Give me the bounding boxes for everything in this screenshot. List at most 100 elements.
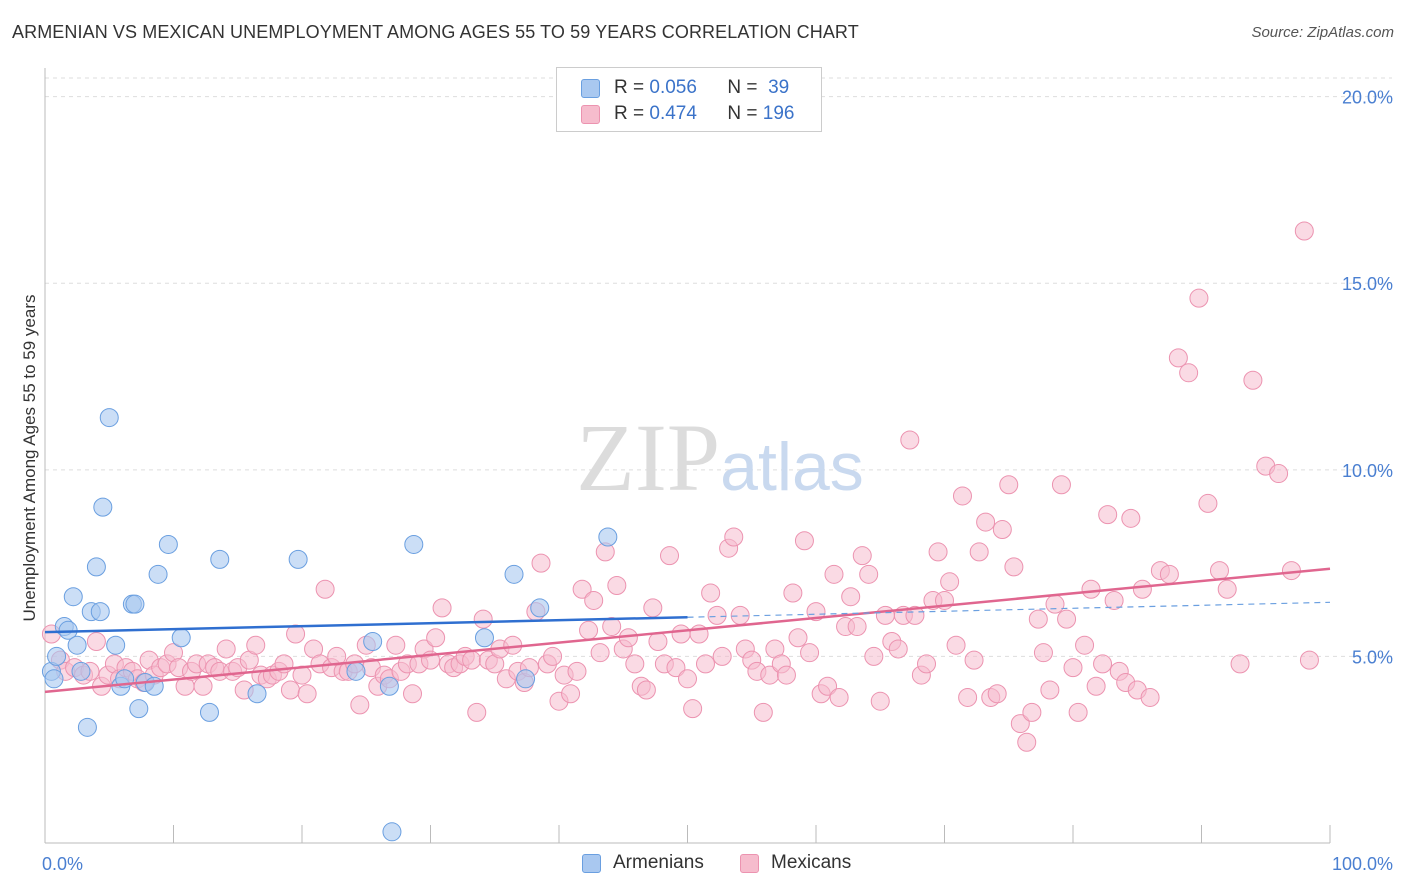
- legend-n-label: N =: [727, 77, 758, 98]
- mexicans-point: [561, 684, 581, 704]
- mexicans-point: [286, 624, 306, 644]
- mexicans-point: [216, 639, 236, 659]
- mexicans-point: [946, 635, 966, 655]
- mexicans-point: [969, 542, 989, 562]
- x-tick-label: 0.0%: [42, 854, 83, 874]
- mexicans-point: [1168, 348, 1188, 368]
- mexicans-point: [776, 665, 796, 685]
- mexicans-point: [875, 605, 895, 625]
- legend-r-value: 0.056: [649, 77, 697, 98]
- mexicans-point: [648, 631, 668, 651]
- mexicans-point: [1057, 609, 1077, 629]
- trend-lines: [44, 567, 1331, 694]
- mexicans-points: [41, 221, 1319, 752]
- mexicans-swatch: [581, 104, 600, 124]
- mexicans-point: [701, 583, 721, 603]
- armenians-point: [247, 684, 267, 704]
- mexicans-point: [1017, 732, 1037, 752]
- legend-n-value: 39: [768, 77, 790, 98]
- mexicans-point: [1045, 594, 1065, 614]
- armenians-point: [530, 598, 550, 618]
- mexicans-point: [678, 669, 697, 689]
- y-tick-label: 10.0%: [1342, 461, 1393, 481]
- mexicans-point: [888, 639, 908, 659]
- armenians-point: [148, 564, 168, 584]
- legend-item-armenians: Armenians: [582, 852, 704, 874]
- mexicans-point: [987, 684, 1007, 704]
- mexicans-point: [1040, 680, 1060, 700]
- armenians-point: [99, 408, 119, 428]
- mexicans-point: [1140, 687, 1160, 707]
- armenians-point: [379, 676, 399, 696]
- mexicans-trend-line: [44, 567, 1331, 694]
- mexicans-point: [246, 635, 266, 655]
- mexicans-point: [724, 527, 744, 547]
- mexicans-point: [841, 587, 861, 607]
- mexicans-point: [297, 684, 317, 704]
- mexicans-legend-swatch: [740, 853, 759, 873]
- mexicans-point: [280, 680, 300, 700]
- y-tick-label: 20.0%: [1342, 88, 1393, 108]
- x-tick-labels: 0.0% 100.0%: [42, 854, 1393, 874]
- y-tick-label: 15.0%: [1342, 274, 1393, 294]
- mexicans-point: [1159, 564, 1179, 584]
- armenians-point: [67, 635, 87, 655]
- mexicans-point: [1081, 579, 1101, 599]
- legend-r-label: R =: [614, 103, 645, 124]
- mexicans-point: [193, 676, 213, 696]
- armenians-point: [125, 594, 145, 614]
- mexicans-point: [1121, 508, 1141, 528]
- legend-item-mexicans: Mexicans: [740, 852, 851, 874]
- legend-n-value: 196: [762, 103, 795, 124]
- mexicans-point: [666, 658, 686, 678]
- mexicans-point: [86, 631, 106, 651]
- mexicans-point: [462, 650, 482, 670]
- y-tick-labels: 5.0% 10.0% 15.0% 20.0%: [1342, 88, 1393, 668]
- series-legend: Armenians Mexicans: [0, 852, 1406, 876]
- mexicans-point: [1028, 609, 1048, 629]
- mexicans-point: [905, 605, 925, 625]
- mexicans-point: [928, 542, 948, 562]
- mexicans-point: [940, 572, 960, 592]
- armenians-point: [77, 717, 97, 737]
- mexicans-point: [1068, 702, 1088, 722]
- mexicans-point: [1033, 643, 1053, 663]
- legend-row-mexicans: R = 0.474 N = 196: [557, 102, 794, 126]
- mexicans-point: [660, 546, 680, 566]
- mexicans-point: [386, 635, 406, 655]
- mexicans-point: [432, 598, 452, 618]
- mexicans-point: [1004, 557, 1024, 577]
- armenians-point: [504, 564, 524, 584]
- armenians-point: [516, 669, 536, 689]
- mexicans-point: [473, 609, 493, 629]
- mexicans-point: [952, 486, 972, 506]
- y-tick-label: 5.0%: [1352, 647, 1393, 667]
- mexicans-point: [315, 579, 335, 599]
- correlation-legend: R = 0.056 N = 39 R = 0.474 N = 196: [556, 67, 822, 132]
- mexicans-point: [1086, 676, 1106, 696]
- mexicans-point: [1217, 579, 1237, 599]
- armenians-point: [129, 699, 149, 719]
- mexicans-point: [1198, 493, 1218, 513]
- mexicans-point: [636, 680, 656, 700]
- mexicans-point: [964, 650, 984, 670]
- armenians-point: [288, 549, 308, 569]
- mexicans-point: [712, 646, 732, 666]
- mexicans-point: [543, 646, 563, 666]
- mexicans-point: [753, 702, 773, 722]
- legend-r-value: 0.474: [649, 103, 697, 124]
- mexicans-point: [607, 576, 627, 596]
- mexicans-point: [976, 512, 996, 532]
- mexicans-point: [864, 646, 884, 666]
- mexicans-point: [1098, 505, 1118, 525]
- mexicans-point: [625, 654, 645, 674]
- armenians-trend-extension: [687, 601, 1331, 618]
- mexicans-point: [783, 583, 803, 603]
- mexicans-point: [824, 564, 844, 584]
- armenians-point: [404, 534, 424, 554]
- axes: [44, 68, 1331, 844]
- mexicans-point: [584, 590, 604, 610]
- mexicans-point: [1132, 579, 1152, 599]
- mexicans-point: [1179, 363, 1199, 383]
